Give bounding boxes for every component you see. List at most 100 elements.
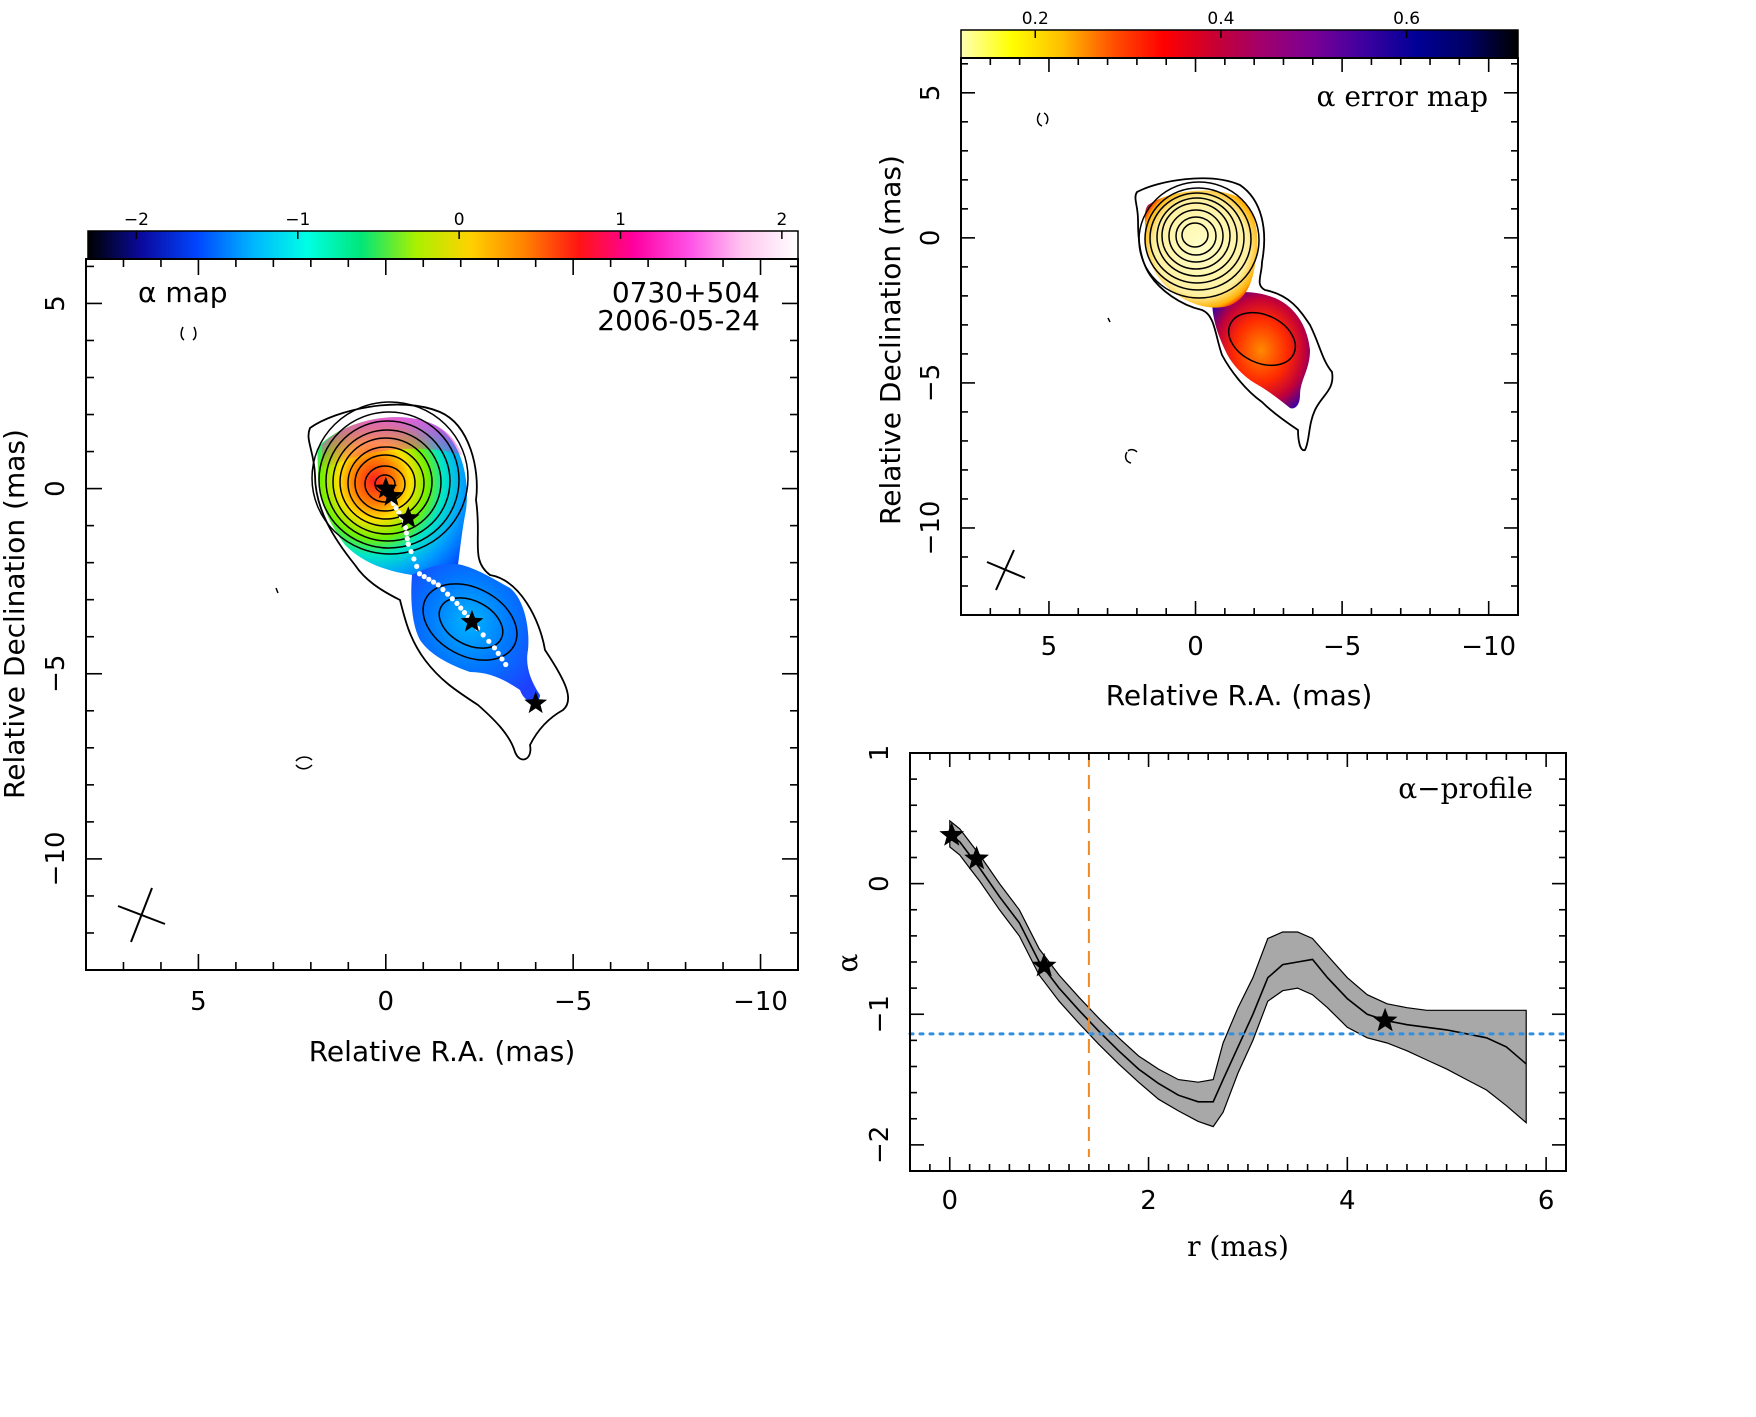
colorbar-tick-label: −1	[285, 210, 310, 230]
ridge-point	[426, 576, 432, 582]
alpha-ridge-line	[383, 485, 509, 668]
ridge-point	[480, 632, 486, 638]
ridge-point	[458, 605, 464, 611]
ridge-point	[499, 656, 505, 662]
error-map-core-region	[1144, 190, 1258, 308]
ridge-point	[408, 548, 414, 555]
alpha-colorbar-ticks: −2 −1 0 1 2	[124, 210, 787, 239]
alpha-map-date-label: 2006-05-24	[597, 304, 760, 337]
x-tick-label: 4	[1339, 1186, 1356, 1216]
ridge-point	[402, 524, 409, 531]
colorbar-tick-label: 0.2	[1022, 9, 1049, 29]
ridge-point	[430, 579, 437, 585]
x-tick-label: 0	[1187, 632, 1204, 662]
profile-star-marker	[964, 845, 989, 870]
ridge-point	[414, 563, 420, 569]
error-map-frame	[960, 57, 1519, 616]
y-tick-label: −5	[41, 655, 71, 693]
alpha-profile-plot	[908, 753, 1568, 1157]
alpha-map-stars	[374, 476, 548, 714]
y-tick-label: −10	[916, 501, 946, 556]
colorbar-tick-label: 0.6	[1393, 9, 1420, 29]
ridge-point	[403, 530, 409, 536]
ridge-point	[421, 573, 427, 580]
alpha-map-core-top	[322, 417, 462, 470]
error-map-contours	[1138, 181, 1297, 367]
star-marker	[374, 476, 398, 499]
profile-star-marker	[1372, 1007, 1398, 1032]
alpha-map-image	[117, 326, 570, 943]
alpha-map-noise-contours	[180, 326, 313, 770]
alpha-map-outer-contour	[307, 403, 570, 761]
colorbar-tick-label: 2	[776, 210, 787, 230]
colorbar-tick-label: 0	[454, 210, 465, 230]
error-map-axes: 5 0 −5 −10 5 0 −5 −10	[916, 58, 1519, 662]
ridge-point	[435, 582, 441, 588]
x-tick-label: 2	[1140, 1186, 1157, 1216]
error-map-image	[986, 112, 1334, 591]
y-tick-label: 0	[41, 480, 71, 497]
x-tick-label: 0	[941, 1186, 958, 1216]
y-tick-label: 1	[865, 745, 895, 762]
x-tick-label: −10	[733, 987, 788, 1017]
alpha-profile-axes: 0 2 4 6 1 0 −1 −2	[865, 745, 1566, 1216]
ridge-point	[404, 535, 410, 542]
error-map-title: α error map	[1317, 80, 1488, 113]
y-tick-label: −5	[916, 364, 946, 402]
ridge-point	[461, 610, 468, 616]
ridge-point	[416, 571, 423, 577]
alpha-colorbar-bar	[87, 230, 799, 260]
alpha-map-xlabel: Relative R.A. (mas)	[309, 1035, 576, 1068]
colorbar-tick-label: 0.4	[1207, 9, 1234, 29]
x-tick-label: −10	[1461, 632, 1516, 662]
star-marker	[380, 484, 403, 506]
alpha-colorbar: −2 −1 0 1 2	[87, 210, 799, 260]
alpha-map-axes: 5 0 −5 −10 5 0 −5 −10	[41, 259, 799, 1017]
ridge-point	[503, 661, 509, 668]
y-tick-label: −2	[865, 1126, 895, 1164]
error-map-xlabel: Relative R.A. (mas)	[1106, 679, 1373, 712]
alpha-map-frame	[85, 258, 799, 971]
star-marker	[460, 609, 484, 632]
alpha-profile-frame	[909, 752, 1567, 1172]
error-colorbar-bar	[960, 29, 1519, 59]
error-map-jet-region	[1212, 292, 1310, 409]
x-tick-label: 0	[378, 987, 395, 1017]
x-tick-label: −5	[1323, 632, 1361, 662]
alpha-profile-title: α−profile	[1398, 772, 1533, 805]
error-map-outer-contour	[1134, 177, 1334, 452]
x-tick-label: 5	[190, 987, 207, 1017]
ridge-point	[454, 600, 460, 606]
ridge-point	[393, 505, 399, 511]
x-tick-label: 6	[1538, 1186, 1555, 1216]
alpha-profile-ylabel: α	[831, 953, 864, 972]
y-tick-label: 5	[41, 295, 71, 312]
ridge-point	[405, 541, 411, 547]
ridge-point	[449, 596, 455, 602]
alpha-error-map-panel: 0.2 0.4 0.6	[874, 9, 1519, 712]
x-tick-label: 5	[1041, 632, 1058, 662]
y-tick-label: 0	[916, 230, 946, 247]
y-tick-label: −10	[41, 831, 71, 886]
alpha-map-title: α map	[138, 276, 228, 309]
alpha-profile-line	[949, 833, 1527, 1103]
ridge-point	[495, 650, 501, 656]
ridge-point	[396, 510, 402, 516]
profile-star-marker	[1031, 952, 1057, 977]
alpha-profile-panel: 0 2 4 6 1 0 −1 −2 α−profile r (mas) α	[831, 745, 1568, 1263]
y-tick-label: 5	[916, 85, 946, 102]
x-tick-label: −5	[554, 987, 592, 1017]
ridge-point	[491, 645, 498, 651]
error-map-noise-contours	[1036, 112, 1138, 464]
error-map-ylabel: Relative Declination (mas)	[874, 155, 907, 525]
alpha-error-band	[949, 819, 1527, 1128]
colorbar-tick-label: 1	[615, 210, 626, 230]
alpha-map-panel: −2 −1 0 1 2	[0, 210, 799, 1068]
alpha-map-source-label: 0730+504	[612, 276, 760, 309]
error-colorbar-ticks: 0.2 0.4 0.6	[1022, 9, 1420, 38]
y-tick-label: −1	[865, 995, 895, 1033]
colorbar-tick-label: −2	[124, 210, 149, 230]
ridge-point	[411, 556, 417, 562]
alpha-map-beam	[117, 887, 166, 943]
